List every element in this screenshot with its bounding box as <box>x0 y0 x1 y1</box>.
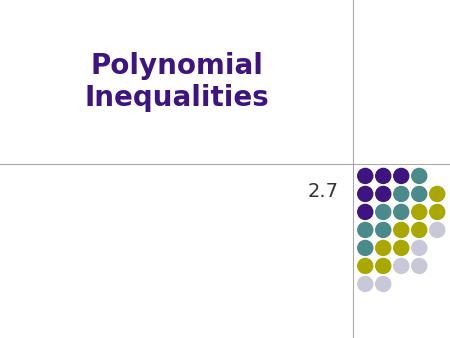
Circle shape <box>412 240 427 256</box>
Circle shape <box>394 168 409 184</box>
Circle shape <box>358 204 373 219</box>
Circle shape <box>430 222 445 237</box>
Circle shape <box>394 222 409 237</box>
Circle shape <box>412 187 427 201</box>
Circle shape <box>376 240 391 256</box>
Circle shape <box>412 168 427 184</box>
Circle shape <box>394 187 409 201</box>
Circle shape <box>358 240 373 256</box>
Circle shape <box>358 259 373 273</box>
Circle shape <box>358 187 373 201</box>
Circle shape <box>394 240 409 256</box>
Circle shape <box>430 204 445 219</box>
Circle shape <box>376 276 391 291</box>
Circle shape <box>412 222 427 237</box>
Circle shape <box>412 204 427 219</box>
Circle shape <box>376 168 391 184</box>
Text: Polynomial
Inequalities: Polynomial Inequalities <box>84 52 269 112</box>
Circle shape <box>430 187 445 201</box>
Circle shape <box>358 222 373 237</box>
Circle shape <box>394 259 409 273</box>
Circle shape <box>376 222 391 237</box>
Circle shape <box>412 259 427 273</box>
Text: 2.7: 2.7 <box>307 183 338 201</box>
Circle shape <box>394 204 409 219</box>
Circle shape <box>376 259 391 273</box>
Circle shape <box>376 204 391 219</box>
Circle shape <box>358 276 373 291</box>
Circle shape <box>376 187 391 201</box>
Circle shape <box>358 168 373 184</box>
